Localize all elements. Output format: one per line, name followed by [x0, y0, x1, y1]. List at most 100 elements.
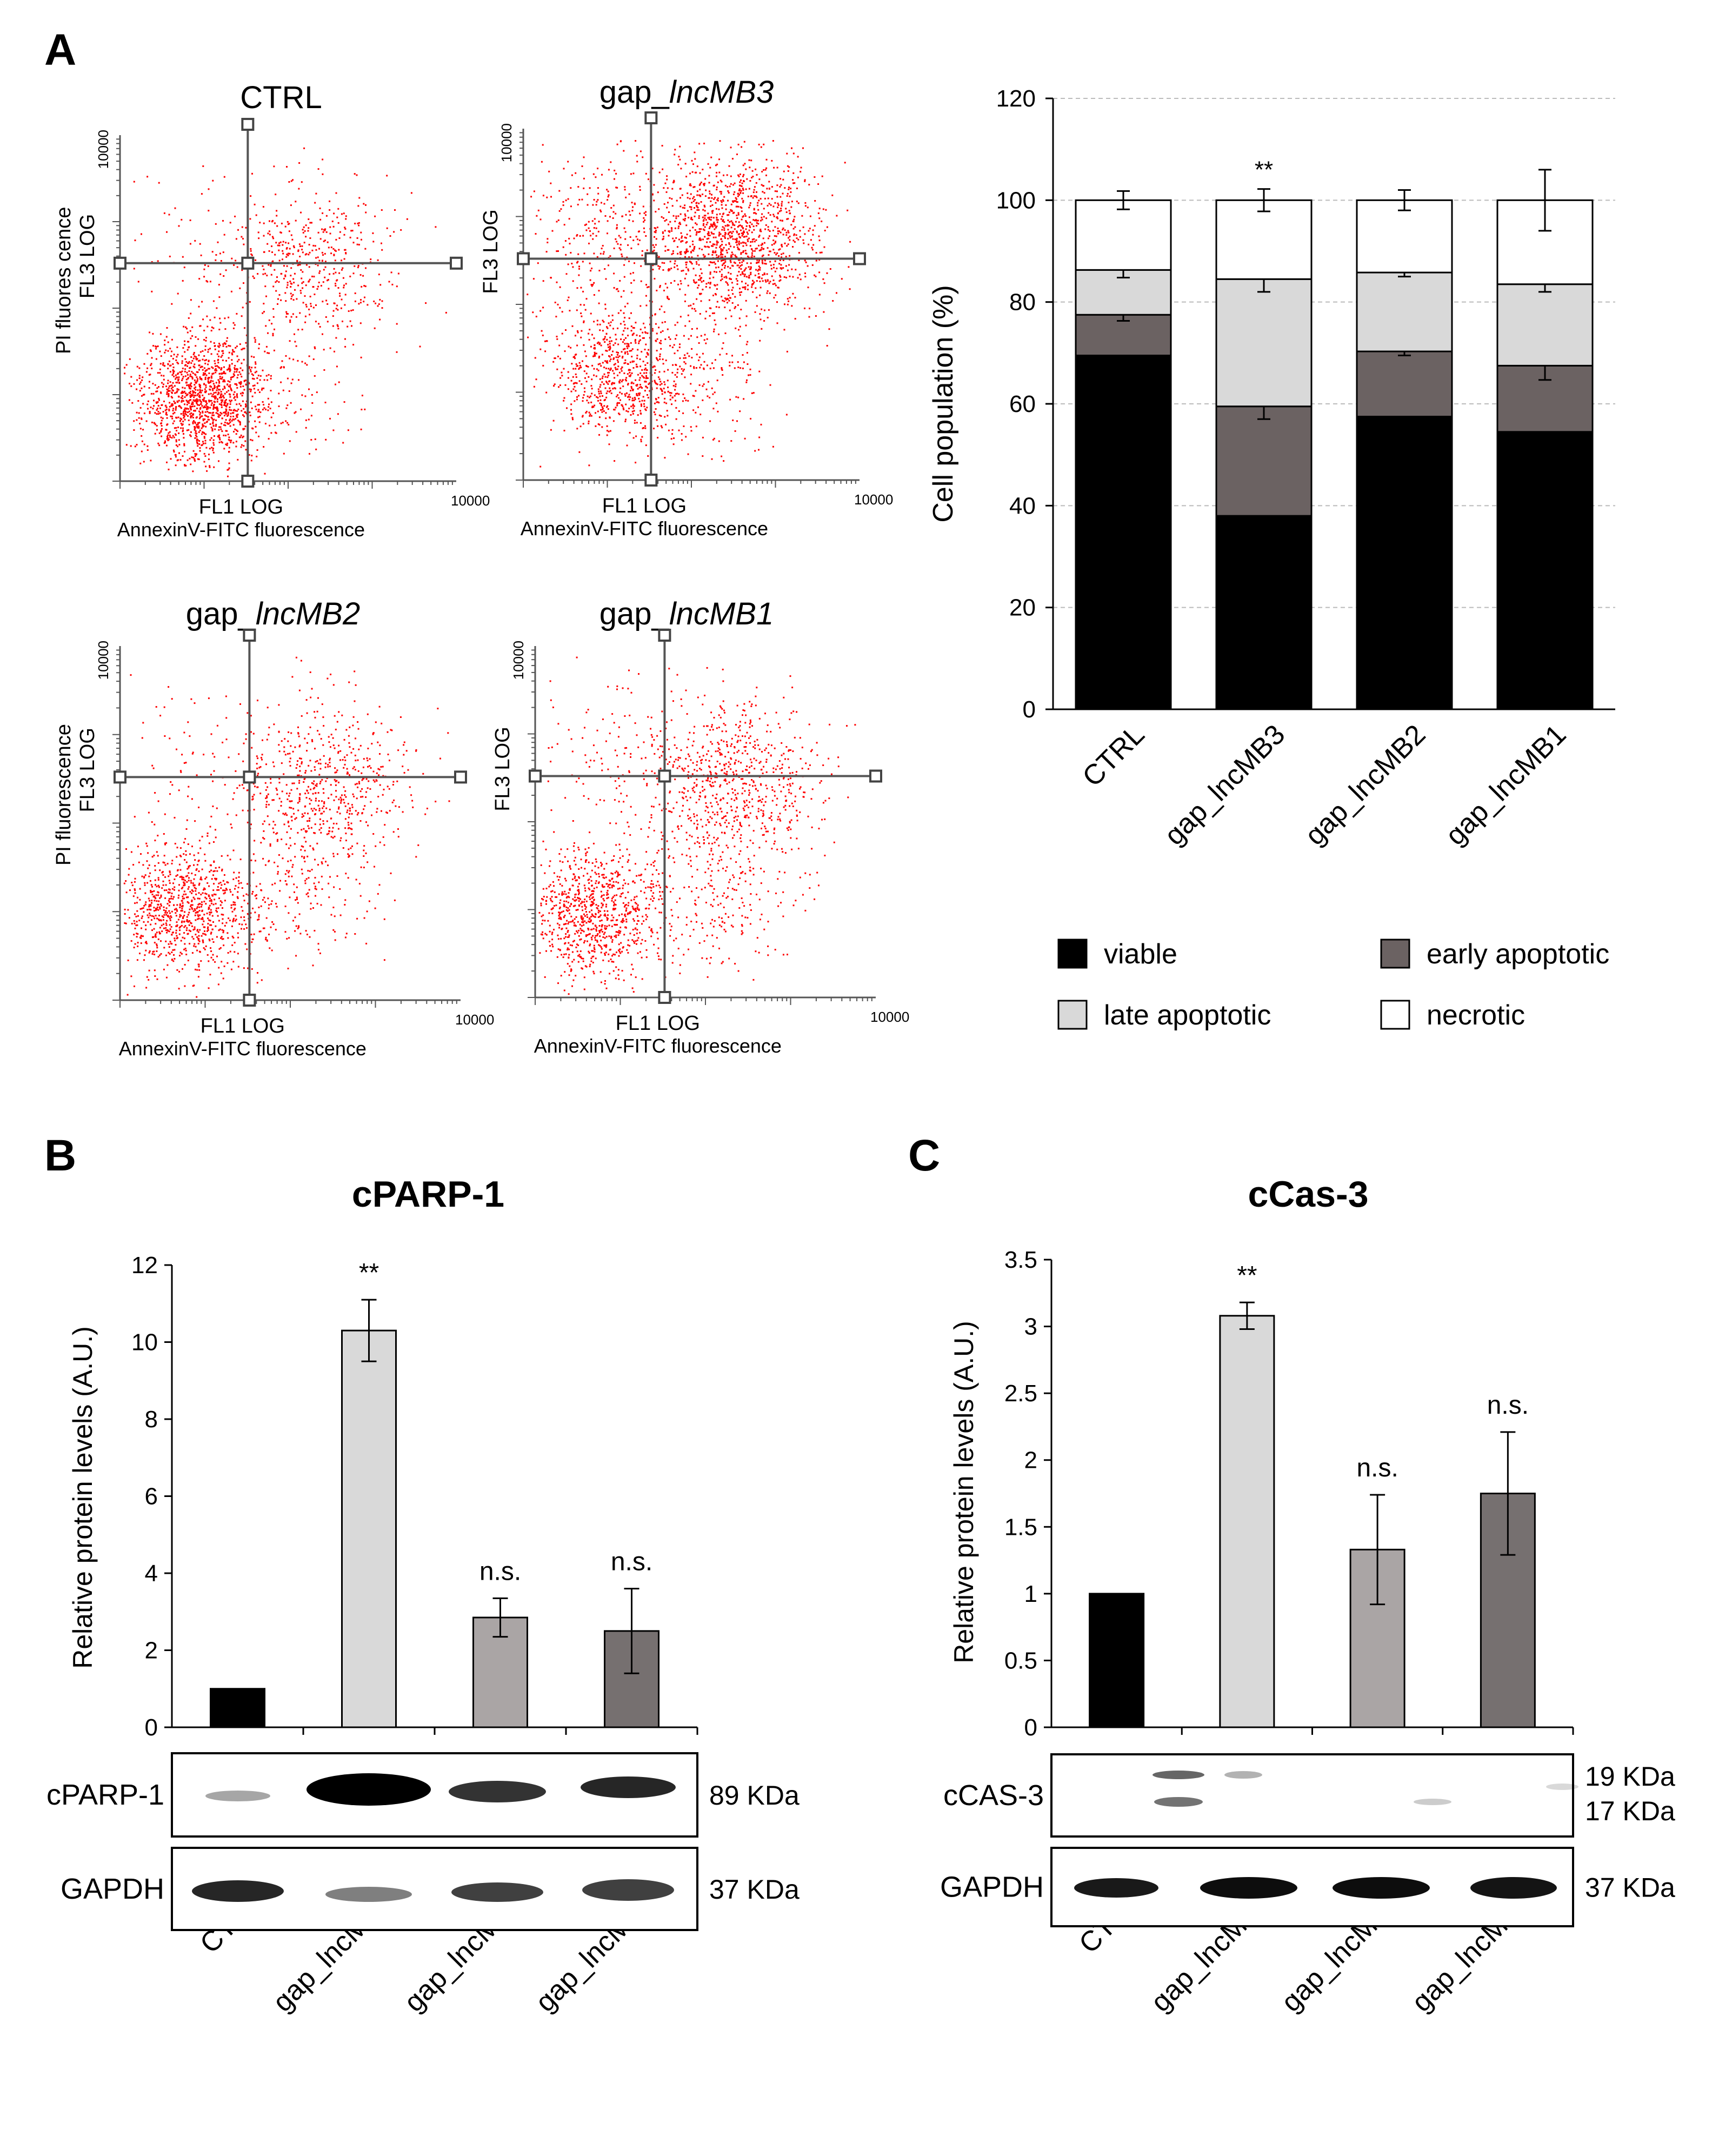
flow-dot — [694, 186, 696, 188]
flow-dot — [233, 418, 235, 421]
flow-dot — [768, 254, 770, 256]
flow-dot — [592, 284, 594, 285]
flow-dot — [643, 427, 644, 429]
flow-dot — [644, 381, 646, 383]
flow-dot — [666, 175, 668, 177]
flow-dot — [594, 344, 596, 346]
flow-dot — [675, 385, 677, 388]
flow-dot — [219, 426, 222, 428]
flow-dot — [243, 358, 245, 361]
flow-dot — [158, 931, 161, 933]
flow-dot — [285, 316, 288, 318]
flow-dot — [794, 182, 796, 184]
flow-dot — [345, 218, 347, 220]
flow-dot — [700, 335, 702, 337]
flow-dot — [157, 413, 159, 415]
flow-dot — [674, 324, 676, 326]
flow-dot — [676, 322, 678, 323]
flow-dot — [644, 364, 647, 366]
flow-dot — [750, 159, 752, 162]
flow-dot — [708, 282, 710, 284]
flow-dot — [748, 207, 750, 209]
flow-dot — [237, 374, 239, 376]
flow-dot — [700, 183, 701, 185]
flow-dot — [534, 357, 536, 359]
flow-dot — [231, 376, 234, 378]
flow-dot — [634, 398, 636, 400]
flow-dot — [730, 183, 732, 185]
flow-dot — [760, 219, 762, 222]
flow-dot — [721, 207, 723, 209]
flow-dot — [354, 223, 356, 224]
flow-dot — [745, 242, 747, 244]
flow-dot — [614, 178, 615, 180]
flow-dot — [724, 265, 726, 267]
flow-dot — [588, 242, 590, 244]
flow-dot — [181, 370, 183, 372]
flow-dot — [625, 410, 628, 412]
flow-dot — [209, 407, 211, 409]
flow-dot — [323, 369, 325, 371]
flow-dot — [730, 220, 732, 222]
flow-dot — [347, 325, 349, 328]
flow-dot — [612, 217, 614, 219]
flow-dot — [736, 256, 738, 258]
flow-dot — [722, 226, 724, 228]
flow-dot — [150, 891, 152, 893]
flow-dot — [609, 341, 611, 343]
flow-dot — [154, 432, 156, 435]
flow-dot — [216, 387, 218, 389]
flow-dot — [617, 402, 618, 404]
flow-dot — [739, 173, 741, 175]
flow-dot — [700, 292, 702, 295]
flow-dot — [155, 358, 157, 360]
flow-dot — [623, 264, 625, 266]
flow-dot — [190, 412, 192, 414]
flow-dot — [785, 256, 787, 258]
flow-dot — [150, 350, 152, 352]
flow-dot — [662, 217, 664, 219]
flow-dot — [604, 376, 607, 378]
flow-dot — [242, 307, 244, 309]
flow-dot — [233, 264, 235, 266]
flow-dot — [721, 278, 723, 280]
flow-dot — [724, 232, 727, 234]
flow-dot — [539, 348, 542, 350]
flow-dot — [150, 460, 152, 462]
flow-dot — [166, 327, 168, 329]
flow-dot — [278, 405, 280, 407]
flow-dot — [294, 412, 296, 414]
flow-dot — [175, 382, 177, 383]
flow-dot — [785, 231, 788, 234]
flow-dot — [184, 375, 186, 377]
flow-dot — [199, 325, 201, 327]
flow-dot — [239, 383, 242, 385]
flow-dot — [697, 231, 700, 233]
flow-dot — [751, 252, 753, 254]
flow-dot — [221, 901, 223, 903]
flow-dot — [677, 350, 679, 351]
flow-dot — [575, 373, 577, 375]
flow-dot — [606, 434, 608, 436]
flow-dot — [202, 423, 204, 425]
flow-dot — [270, 390, 272, 391]
flow-dot — [170, 387, 172, 389]
flow-dot — [258, 421, 261, 423]
flow-dot — [336, 280, 337, 282]
flow-dot — [214, 397, 216, 399]
flow-dot — [669, 338, 671, 340]
flow-dot — [205, 415, 208, 417]
flow-dot — [302, 231, 304, 234]
flow-dot — [183, 915, 185, 916]
flow-dot — [221, 350, 223, 352]
flow-dot — [219, 322, 222, 324]
flow-dot — [718, 255, 720, 257]
flow-dot — [621, 404, 623, 406]
flow-dot — [763, 320, 765, 322]
flow-dot — [712, 367, 715, 369]
flow-dot — [672, 443, 675, 445]
flow-dot — [191, 904, 194, 906]
flow-dot — [687, 197, 689, 199]
flow-dot — [391, 283, 394, 285]
flow-dot — [591, 364, 594, 367]
